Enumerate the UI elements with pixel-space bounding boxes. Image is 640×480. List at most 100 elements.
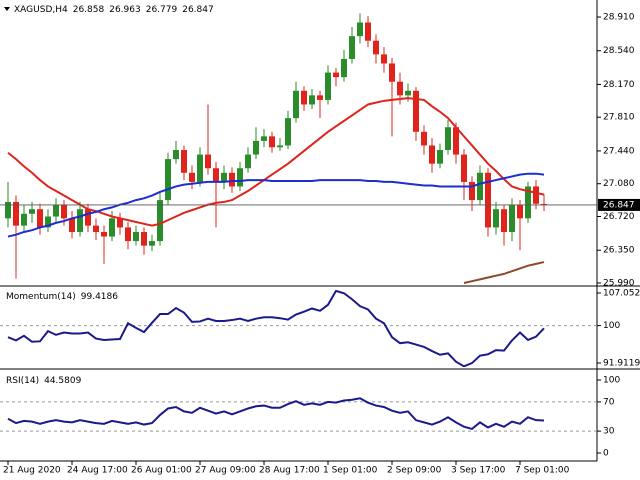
x-tick-label: 28 Aug 17:00 (259, 466, 320, 476)
y-tick-label: 28.910 (603, 13, 635, 23)
x-tick-label: 27 Aug 09:00 (195, 466, 256, 476)
indicator-name: Momentum(14) (6, 292, 76, 302)
candle-body (45, 216, 51, 228)
candle-body (141, 231, 147, 246)
x-tick-label: 1 Sep 01:00 (323, 466, 378, 476)
candle-body (285, 118, 291, 146)
candle-body (189, 172, 195, 182)
candle-body (373, 40, 379, 55)
indicator-value: 44.5809 (44, 376, 81, 386)
candle-body (157, 200, 163, 242)
candle-body (149, 241, 155, 246)
y-tick-label: 27.810 (603, 113, 635, 123)
candle-body (389, 63, 395, 82)
candle-body (221, 172, 227, 182)
candle-body (205, 154, 211, 169)
y-tick-label: 27.440 (603, 146, 635, 156)
y-tick-label: 28.540 (603, 46, 635, 56)
candle-body (69, 218, 75, 232)
candle-body (165, 159, 171, 201)
candle-body (85, 209, 91, 226)
y-tick-label: 107.0522 (603, 288, 640, 298)
y-tick-label: 100 (603, 321, 620, 331)
candle-body (469, 181, 475, 201)
candle-body (461, 154, 467, 182)
candle-body (277, 145, 283, 148)
candle-body (429, 145, 435, 164)
ohlc-value: 26.847 (182, 5, 214, 15)
candle-body (405, 90, 411, 96)
y-tick-label: 25.990 (603, 278, 635, 288)
x-tick-label: 7 Sep 01:00 (515, 466, 570, 476)
y-tick-label: 30 (603, 427, 615, 437)
candle-body (13, 201, 19, 226)
candle-body (117, 218, 123, 228)
y-tick-label: 91.9119 (603, 359, 640, 369)
ohlc-value: 26.963 (109, 5, 141, 15)
candle-body (501, 209, 507, 232)
y-tick-label: 100 (603, 376, 620, 386)
x-tick-label: 21 Aug 2020 (3, 466, 61, 476)
candle-body (381, 54, 387, 64)
candle-body (413, 90, 419, 132)
candle-body (77, 209, 83, 232)
indicator-line (7, 289, 545, 367)
indicator-value: 99.4186 (81, 292, 118, 302)
candle-body (453, 127, 459, 155)
candle-body (53, 204, 59, 217)
candle-body (109, 218, 115, 237)
candle-body (525, 186, 531, 219)
moving-average (463, 261, 545, 284)
candle-body (253, 140, 259, 155)
x-tick-label: 2 Sep 09:00 (387, 466, 442, 476)
ohlc-value: 26.779 (146, 5, 178, 15)
y-tick-label: 0 (603, 448, 609, 458)
y-tick-label: 26.350 (603, 246, 635, 256)
x-tick-label: 24 Aug 17:00 (67, 466, 128, 476)
candle-body (61, 204, 67, 219)
ohlc-value: 26.858 (73, 5, 105, 15)
symbol: XAGUSD,H4 (14, 5, 68, 15)
candle-body (485, 172, 491, 228)
candle-body (317, 95, 323, 100)
symbol-header: XAGUSD,H4 26.858 26.963 26.779 26.847 (14, 5, 214, 15)
price-tag (598, 198, 640, 211)
candle-body (213, 168, 219, 182)
candle-body (133, 231, 139, 242)
candle-body (269, 136, 275, 148)
menu-triangle[interactable] (4, 7, 10, 11)
candle-body (397, 81, 403, 96)
candle-body (29, 209, 35, 214)
y-tick-label: 26.720 (603, 212, 635, 222)
x-tick-label: 3 Sep 17:00 (451, 466, 506, 476)
indicator-header: RSI(14) 44.5809 (6, 376, 82, 386)
indicator-name: RSI(14) (6, 376, 39, 386)
candle-body (293, 90, 299, 119)
candle-body (93, 225, 99, 232)
moving-average (7, 172, 545, 238)
y-tick-label: 28.170 (603, 80, 635, 90)
y-tick-label: 70 (603, 397, 615, 407)
candle-body (229, 172, 235, 187)
candle-body (541, 203, 547, 205)
candle-body (325, 72, 331, 100)
price-tag-label: 26.847 (603, 200, 635, 210)
candle-body (261, 136, 267, 141)
candle-body (37, 209, 43, 228)
candle-body (301, 90, 307, 105)
candle-body (477, 172, 483, 201)
candle-body (445, 127, 451, 151)
candle-body (533, 186, 539, 204)
candle-body (509, 204, 515, 232)
indicator-line (7, 397, 545, 431)
candle-body (125, 227, 131, 242)
candle-body (517, 204, 523, 219)
candle-body (493, 209, 499, 228)
candle-body (245, 154, 251, 169)
candle-body (333, 72, 339, 78)
candle-body (101, 231, 107, 237)
candle-body (437, 150, 443, 164)
indicator-header: Momentum(14) 99.4186 (6, 292, 118, 302)
